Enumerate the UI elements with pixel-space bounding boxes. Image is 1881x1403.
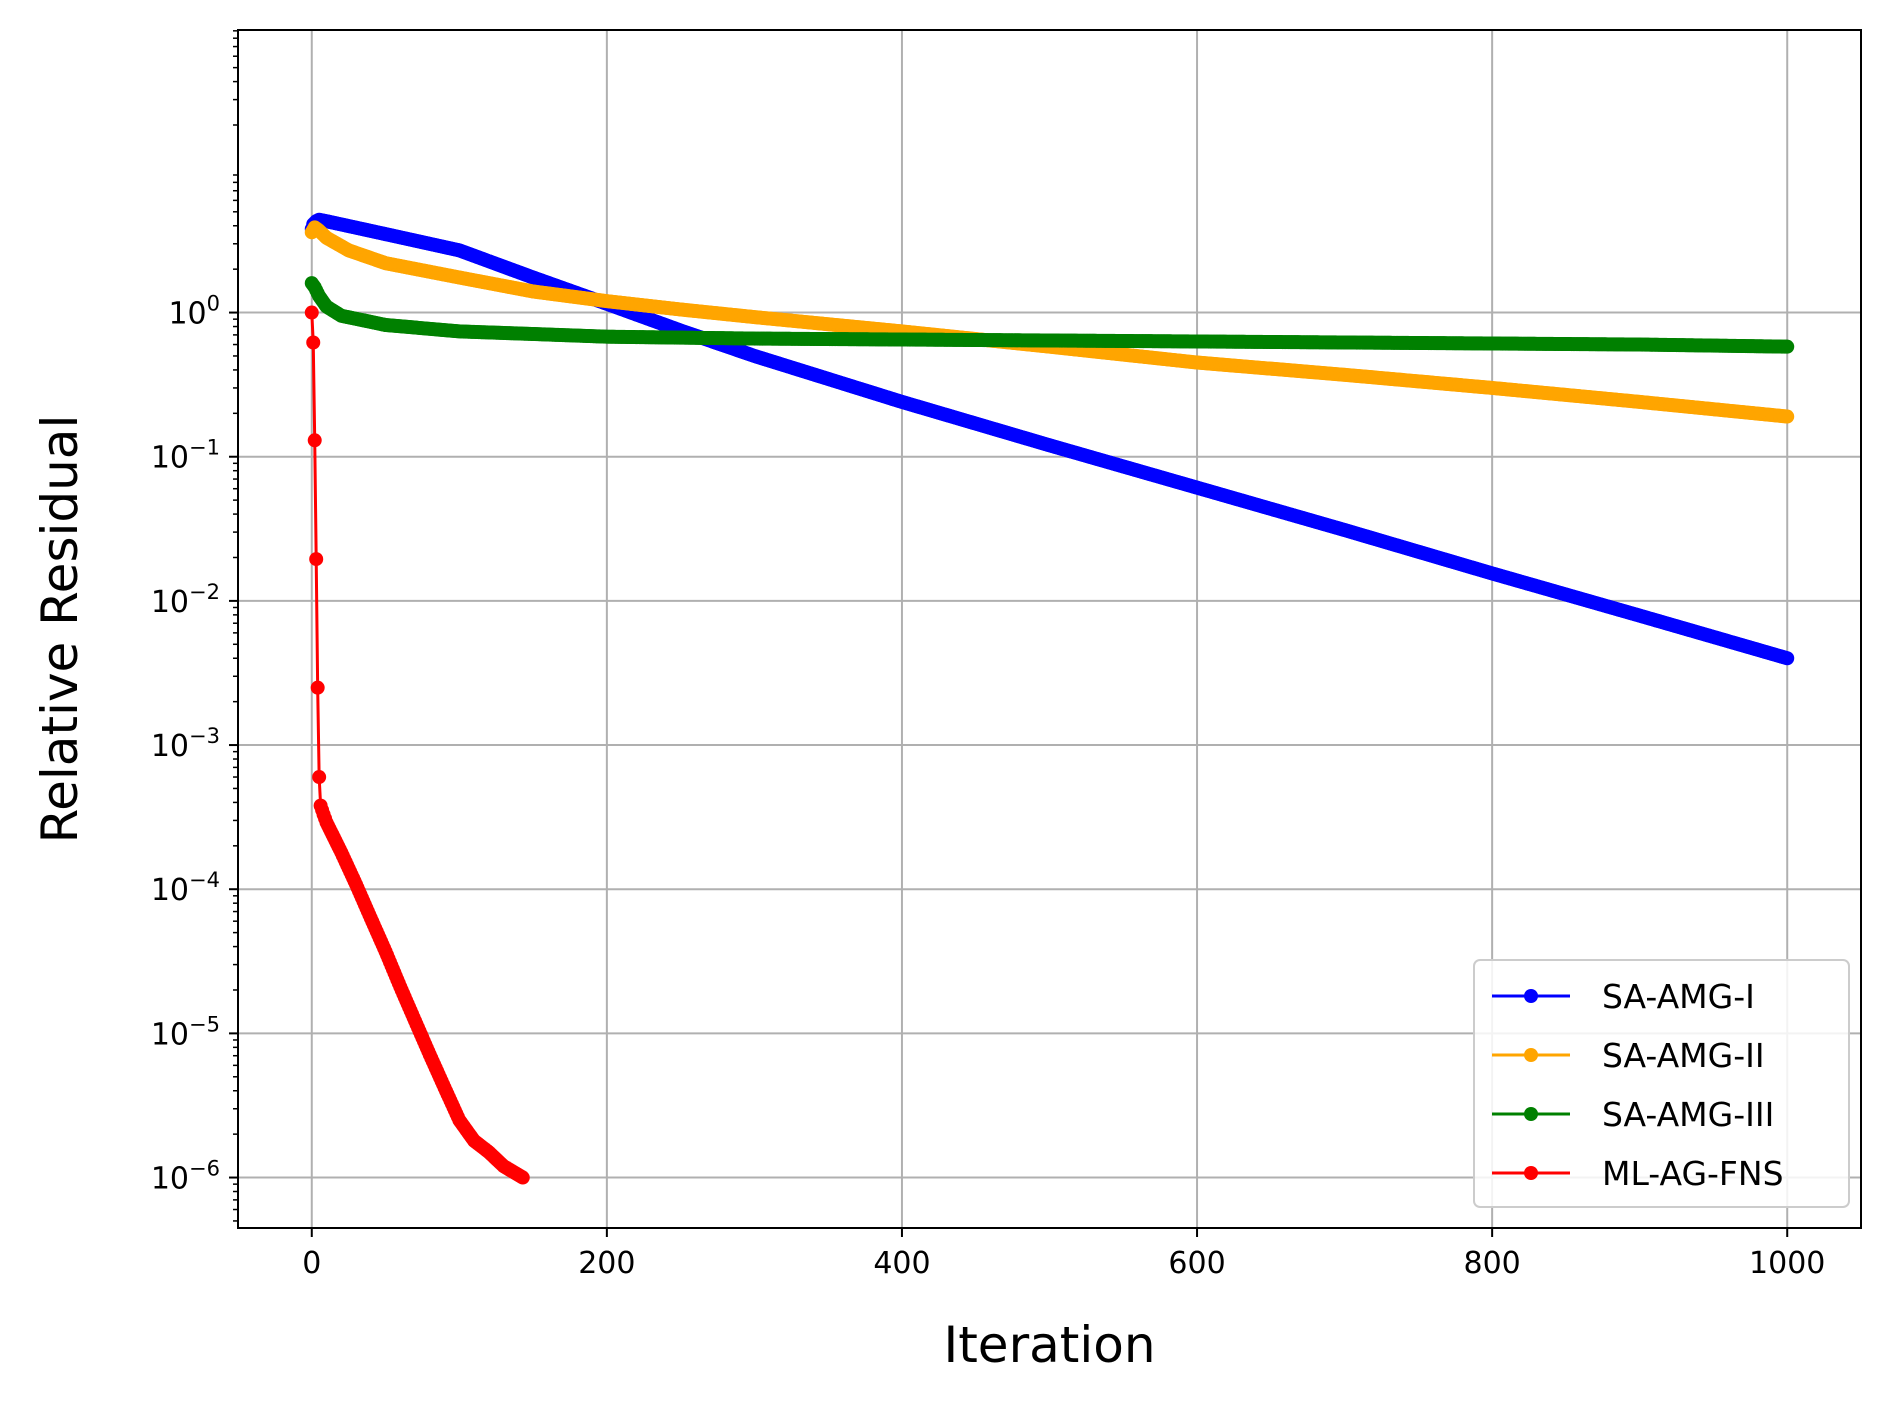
- x-tick-label: 400: [873, 1246, 930, 1281]
- legend-box: [1473, 959, 1850, 1208]
- legend-marker: [1524, 1166, 1538, 1180]
- legend-entry: SA-AMG-II: [1492, 1036, 1765, 1075]
- y-tick-label: 10−2: [151, 580, 220, 620]
- legend-label: SA-AMG-I: [1602, 977, 1755, 1016]
- y-tick-label: 10−3: [151, 724, 220, 764]
- x-tick-label: 0: [302, 1246, 321, 1281]
- x-tick-label: 200: [578, 1246, 635, 1281]
- series-ml-ag-fns: [304, 305, 530, 1185]
- y-tick-label: 10−6: [151, 1157, 220, 1197]
- y-axis-title: Relative Residual: [31, 415, 89, 844]
- y-tick-label: 10−4: [151, 868, 220, 908]
- axis-ticks: 0 200 400 600 800 1000 100 10−1 10−2 10−3 10−4 10−5…: [151, 30, 1825, 1281]
- legend-entry: SA-AMG-III: [1492, 1095, 1774, 1134]
- y-tick-label: 10−5: [151, 1012, 220, 1052]
- legend-marker: [1524, 1107, 1538, 1121]
- series-sa-amg-ii: [304, 220, 1795, 424]
- legend-entry: SA-AMG-I: [1492, 977, 1755, 1016]
- data-point: [306, 335, 321, 350]
- x-tick-label: 600: [1168, 1246, 1225, 1281]
- data-point: [309, 552, 324, 567]
- data-point: [515, 1170, 530, 1185]
- legend: SA-AMG-I SA-AMG-II SA-AMG-III ML-AG-FNS: [1473, 959, 1850, 1208]
- legend-label: SA-AMG-II: [1602, 1036, 1765, 1075]
- data-point: [307, 433, 322, 448]
- legend-marker: [1524, 989, 1538, 1003]
- x-tick-label: 1000: [1749, 1246, 1825, 1281]
- y-tick-label: 10−1: [151, 436, 220, 476]
- plot-frame: [237, 29, 1862, 1229]
- data-point: [312, 770, 327, 785]
- y-tick-label: 100: [168, 292, 220, 332]
- data-point: [1780, 339, 1795, 354]
- data-point: [1780, 651, 1795, 666]
- x-axis-title: Iteration: [943, 1316, 1155, 1374]
- legend-entry: ML-AG-FNS: [1492, 1154, 1784, 1193]
- series-sa-amg-i: [304, 212, 1795, 666]
- data-point: [310, 680, 325, 695]
- legend-marker: [1524, 1048, 1538, 1062]
- x-tick-label: 800: [1464, 1246, 1521, 1281]
- legend-label: SA-AMG-III: [1602, 1095, 1774, 1134]
- legend-label: ML-AG-FNS: [1602, 1154, 1784, 1193]
- series-lines: [304, 212, 1795, 1185]
- data-point: [1780, 409, 1795, 424]
- data-point: [304, 305, 319, 320]
- series-sa-amg-iii: [304, 276, 1795, 354]
